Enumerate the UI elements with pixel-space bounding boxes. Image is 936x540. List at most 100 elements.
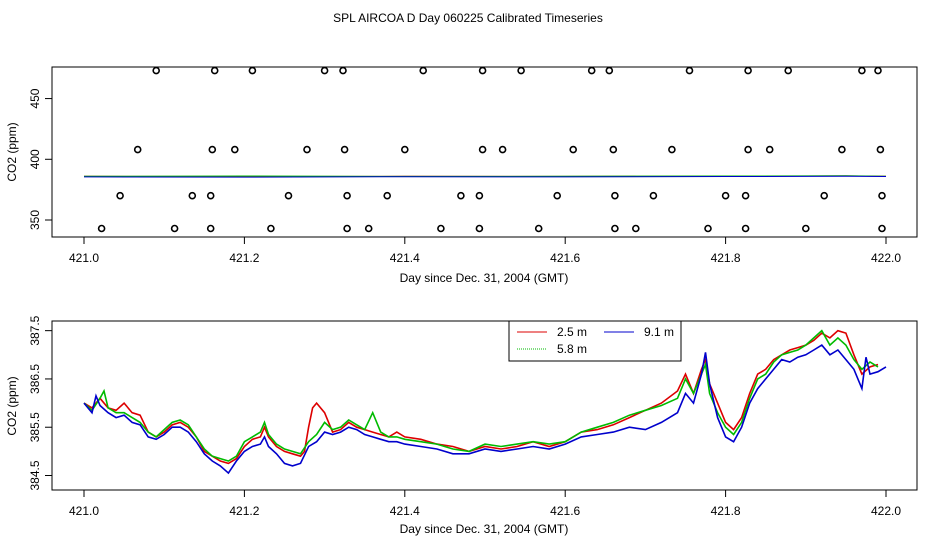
- data-point: [457, 191, 465, 200]
- top-x-tick-label: 421.6: [550, 251, 580, 265]
- data-point: [668, 145, 676, 154]
- bottom-x-tick-label: 421.0: [69, 504, 99, 518]
- bottom-y-axis: 384.5 385.5 386.5 387.5: [28, 315, 52, 491]
- top-panel-lines: [83, 175, 887, 178]
- data-point: [611, 224, 619, 233]
- data-point: [437, 224, 445, 233]
- top-plot-frame: [51, 66, 918, 238]
- data-point: [765, 145, 774, 154]
- data-point: [248, 66, 257, 75]
- bottom-y-tick-label: 384.5: [28, 460, 42, 490]
- top-x-axis: 421.0 421.2 421.4 421.6 421.8 422.0: [69, 237, 901, 265]
- data-point: [741, 191, 750, 200]
- top-x-axis-label: Day since Dec. 31, 2004 (GMT): [400, 271, 569, 285]
- data-point: [685, 66, 694, 75]
- data-point: [303, 145, 311, 154]
- data-point: [858, 66, 866, 75]
- data-point: [741, 224, 750, 233]
- data-point: [744, 66, 752, 75]
- top-x-tick-label: 421.8: [711, 251, 741, 265]
- series-line-green: [83, 329, 879, 462]
- data-point: [475, 191, 484, 200]
- top-x-tick-label: 421.0: [69, 251, 99, 265]
- top-y-axis: 350 400 450: [28, 88, 52, 230]
- bottom-x-tick-label: 422.0: [871, 504, 901, 518]
- bottom-x-axis: 421.0 421.2 421.4 421.6 421.8 422.0: [69, 490, 901, 518]
- bottom-x-tick-label: 421.8: [711, 504, 741, 518]
- data-point: [838, 145, 846, 154]
- data-point: [605, 66, 614, 75]
- bottom-y-tick-label: 385.5: [28, 412, 42, 442]
- data-point: [400, 145, 409, 154]
- data-point: [267, 224, 275, 233]
- data-point: [801, 224, 810, 233]
- figure-title: SPL AIRCOA D Day 060225 Calibrated Times…: [333, 11, 603, 25]
- data-point: [343, 191, 351, 200]
- data-point: [97, 224, 106, 233]
- data-point: [364, 224, 373, 233]
- data-point: [611, 191, 619, 200]
- data-point: [231, 145, 239, 154]
- bottom-y-axis-label: CO2 (ppm): [5, 376, 19, 435]
- data-point: [340, 145, 349, 154]
- top-y-tick-label: 450: [28, 88, 42, 108]
- data-point: [874, 66, 882, 75]
- legend: 2.5 m 5.8 m 9.1 m: [508, 320, 682, 362]
- data-point: [569, 145, 578, 154]
- data-point: [343, 224, 351, 233]
- data-point: [475, 224, 484, 233]
- bottom-x-axis-label: Day since Dec. 31, 2004 (GMT): [400, 522, 569, 536]
- data-point: [478, 145, 487, 154]
- data-point: [170, 224, 179, 233]
- data-point: [206, 191, 215, 200]
- data-point: [116, 191, 124, 200]
- top-x-tick-label: 422.0: [871, 251, 901, 265]
- top-y-tick-label: 400: [28, 149, 42, 169]
- data-point: [878, 224, 886, 233]
- top-x-tick-label: 421.4: [390, 251, 420, 265]
- legend-label-5-8m: 5.8 m: [557, 342, 587, 356]
- series-line-red: [83, 329, 879, 465]
- bottom-x-tick-label: 421.4: [390, 504, 420, 518]
- data-point: [649, 191, 658, 200]
- data-point: [284, 191, 293, 200]
- top-line-green: [83, 175, 887, 177]
- bottom-y-tick-label: 387.5: [28, 315, 42, 345]
- data-point: [631, 224, 640, 233]
- bottom-x-tick-label: 421.6: [550, 504, 580, 518]
- data-point: [744, 145, 752, 154]
- top-x-tick-label: 421.2: [229, 251, 259, 265]
- top-panel-points: [97, 66, 886, 233]
- series-line-blue: [83, 344, 887, 475]
- bottom-panel-series: [83, 329, 887, 475]
- top-panel: 421.0 421.2 421.4 421.6 421.8 422.0 350 400 450…: [5, 66, 918, 285]
- data-point: [339, 66, 347, 75]
- legend-label-2-5m: 2.5 m: [557, 325, 587, 339]
- data-point: [419, 66, 428, 75]
- legend-label-9-1m: 9.1 m: [644, 325, 674, 339]
- bottom-plot-frame: [51, 320, 918, 491]
- data-point: [208, 145, 217, 154]
- data-point: [878, 191, 886, 200]
- data-point: [320, 66, 329, 75]
- data-point: [587, 66, 596, 75]
- data-point: [498, 145, 507, 154]
- data-point: [517, 66, 525, 75]
- top-y-tick-label: 350: [28, 210, 42, 230]
- data-point: [383, 191, 392, 200]
- data-point: [534, 224, 543, 233]
- data-point: [206, 224, 215, 233]
- top-line-blue: [83, 175, 887, 178]
- data-point: [133, 145, 142, 154]
- data-point: [188, 191, 197, 200]
- data-point: [820, 191, 829, 200]
- data-point: [152, 66, 160, 75]
- data-point: [478, 66, 487, 75]
- bottom-x-tick-label: 421.2: [229, 504, 259, 518]
- data-point: [210, 66, 219, 75]
- data-point: [553, 191, 562, 200]
- top-y-axis-label: CO2 (ppm): [5, 122, 19, 181]
- data-point: [876, 145, 885, 154]
- bottom-panel: 421.0 421.2 421.4 421.6 421.8 422.0 384.5 385.…: [5, 315, 918, 536]
